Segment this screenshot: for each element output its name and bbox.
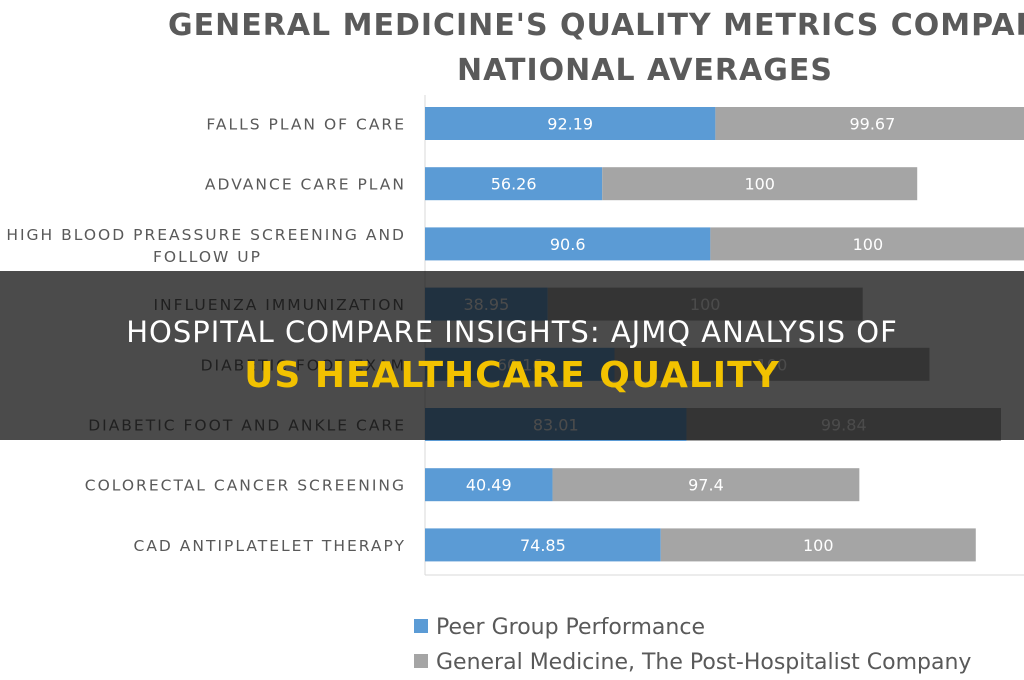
data-label-general-medicine-1: 100 (744, 175, 775, 194)
headline-line2: US HEALTHCARE QUALITY (244, 354, 780, 396)
chart-title-line1: GENERAL MEDICINE'S QUALITY METRICS COMPA… (168, 8, 1024, 43)
data-label-peer-group-2: 90.6 (550, 235, 586, 254)
data-label-peer-group-6: 40.49 (466, 476, 512, 495)
bar-peer-group-1 (425, 167, 603, 201)
legend-swatch-peer-group (414, 619, 428, 633)
data-label-general-medicine-2: 100 (853, 235, 884, 254)
bar-general-medicine-2 (710, 227, 1024, 261)
data-label-general-medicine-0: 99.67 (849, 115, 895, 134)
bar-peer-group-7 (425, 528, 661, 562)
bar-peer-group-6 (425, 468, 553, 502)
data-label-peer-group-1: 56.26 (491, 175, 537, 194)
bar-general-medicine-1 (602, 167, 918, 201)
category-label-1: ADVANCE CARE PLAN (205, 176, 406, 194)
legend-swatch-general-medicine (414, 654, 428, 668)
bar-general-medicine-0 (715, 107, 1024, 140)
chart-title-line2: NATIONAL AVERAGES (457, 53, 833, 88)
category-label-0: FALLS PLAN OF CARE (206, 116, 406, 134)
data-label-general-medicine-7: 100 (803, 536, 834, 555)
data-label-general-medicine-6: 97.4 (688, 476, 724, 495)
bar-peer-group-2 (425, 227, 711, 261)
headline-banner: HOSPITAL COMPARE INSIGHTS: AJMQ ANALYSIS… (0, 271, 1024, 440)
bar-general-medicine-7 (660, 528, 976, 562)
category-label-6: COLORECTAL CANCER SCREENING (85, 477, 406, 495)
bar-peer-group-0 (425, 107, 716, 140)
headline-line1: HOSPITAL COMPARE INSIGHTS: AJMQ ANALYSIS… (126, 314, 898, 349)
legend-label-general-medicine: General Medicine, The Post-Hospitalist C… (436, 650, 971, 675)
legend: Peer Group Performance General Medicine, … (414, 615, 971, 675)
category-label-7: CAD ANTIPLATELET THERAPY (134, 537, 407, 555)
data-label-peer-group-0: 92.19 (547, 115, 593, 134)
legend-label-peer-group: Peer Group Performance (436, 615, 705, 640)
category-label-2: HIGH BLOOD PREASSURE SCREENING AND FOLLOW… (6, 226, 406, 266)
data-label-peer-group-7: 74.85 (520, 536, 566, 555)
bar-general-medicine-6 (552, 468, 860, 502)
